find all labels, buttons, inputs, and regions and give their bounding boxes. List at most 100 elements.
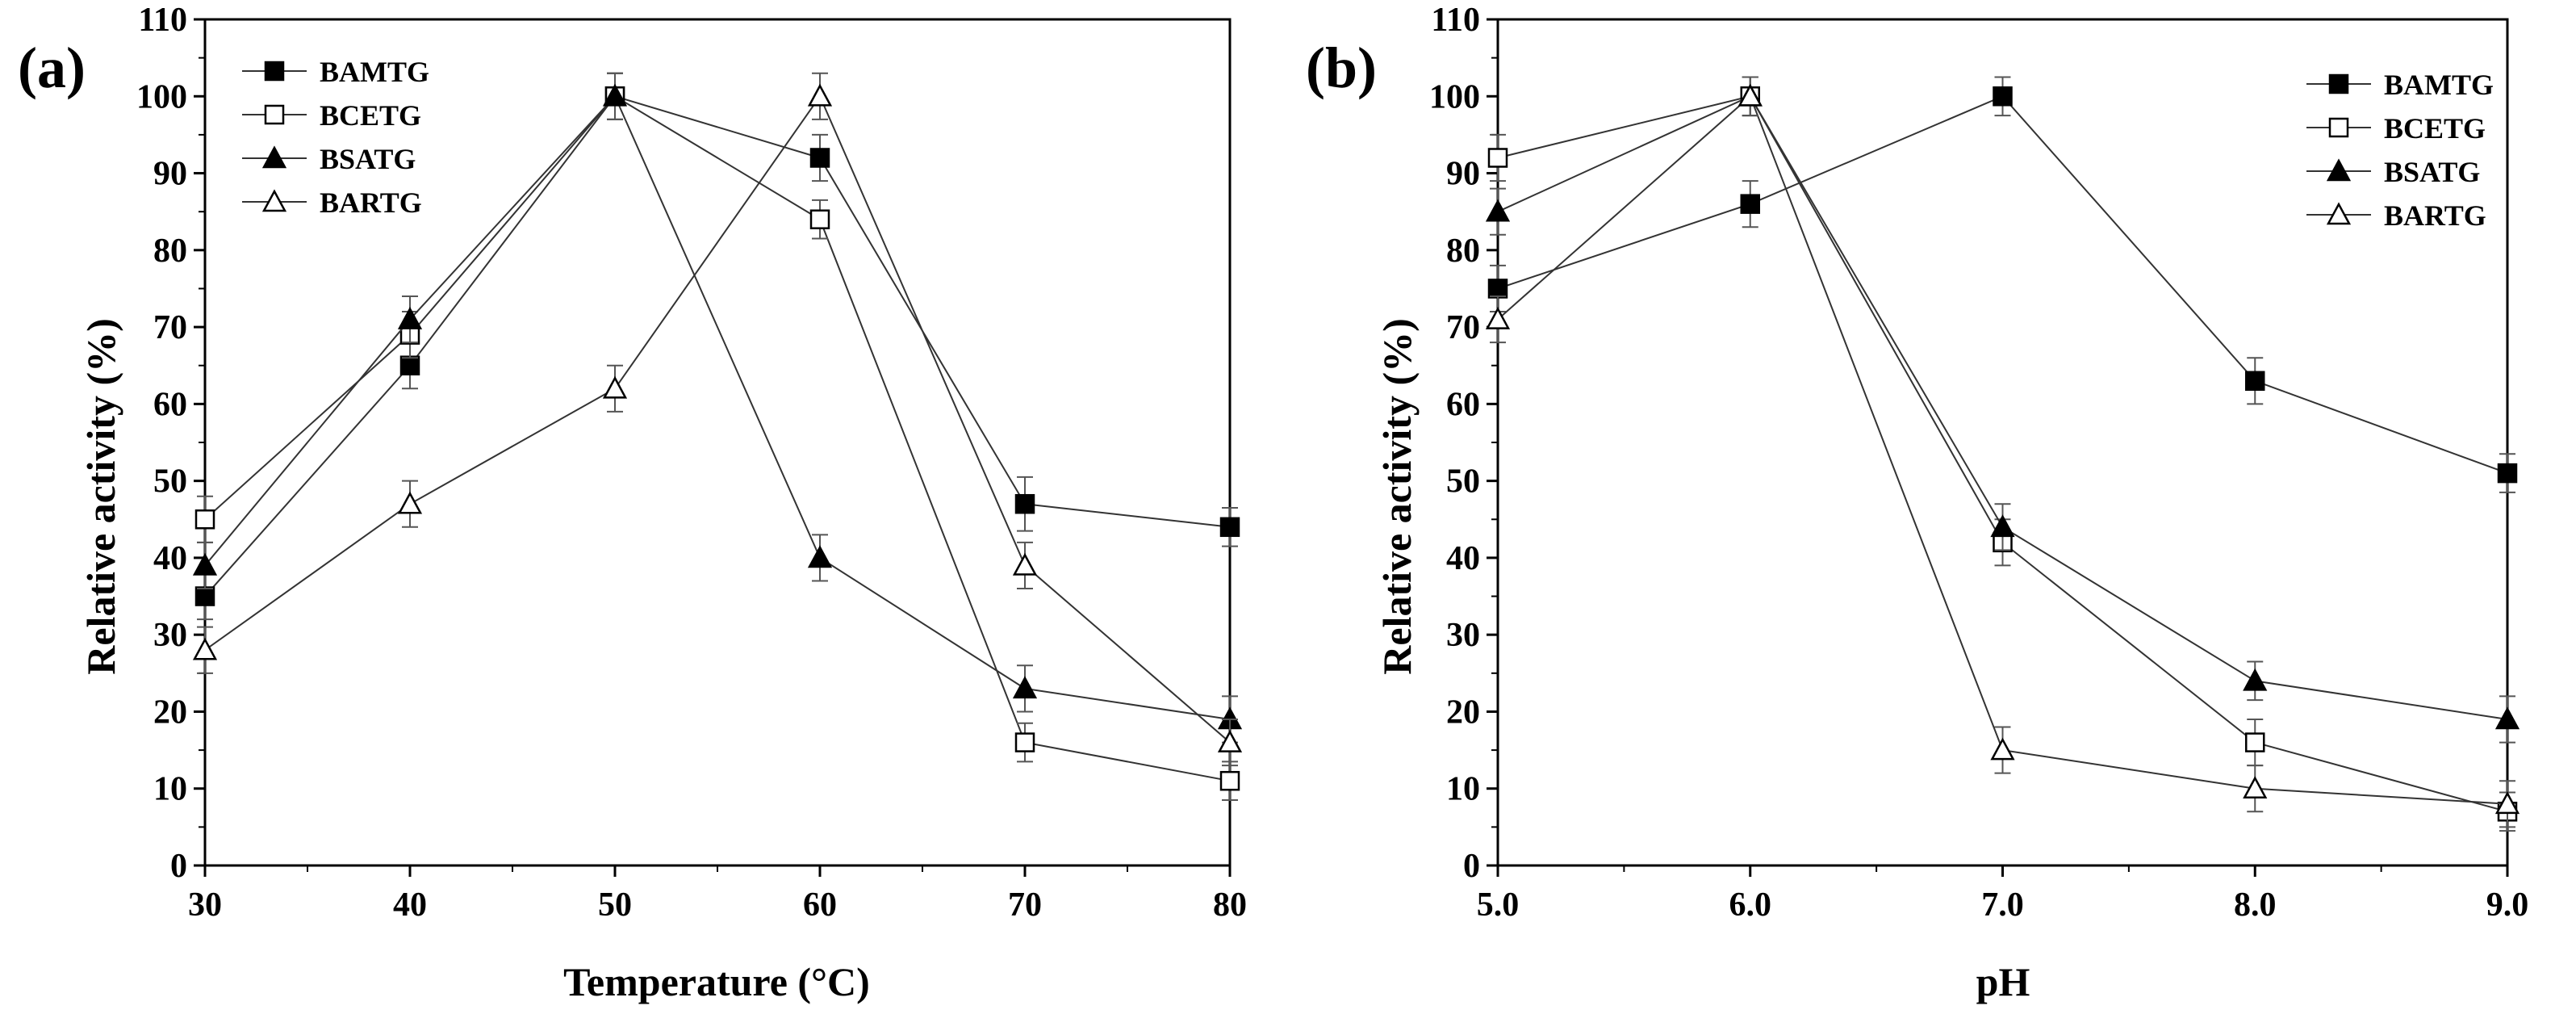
panel-a-label: (a): [18, 36, 86, 100]
x-tick-label: 40: [393, 886, 427, 924]
data-point: [1014, 732, 1035, 752]
panel-a-temperature: (a) Relative activity (%) Temperature (°…: [18, 2, 1247, 1004]
data-point: [602, 83, 628, 107]
legend-marker: [261, 145, 287, 169]
panel-b-x-axis-title: pH: [1976, 959, 2030, 1004]
series-bsatg: [192, 72, 1243, 744]
data-point: [2497, 463, 2518, 484]
legend-item: BSATG: [242, 143, 416, 175]
data-point: [1993, 86, 2013, 107]
data-point: [1217, 729, 1243, 752]
data-point: [397, 491, 423, 514]
series-line: [1497, 95, 2508, 813]
y-tick-label: 100: [1429, 78, 1480, 115]
data-point: [192, 637, 218, 660]
y-tick-label: 0: [1463, 848, 1480, 885]
y-tick-label: 30: [1446, 617, 1480, 654]
series-bamtg: [1487, 76, 2518, 493]
legend-item: BARTG: [2306, 199, 2486, 232]
data-point: [1012, 552, 1038, 576]
y-tick-label: 20: [1446, 694, 1480, 731]
legend: BAMTG BCETG BSATG BARTG: [2306, 69, 2494, 232]
x-tick-label: 6.0: [1729, 886, 1772, 924]
series-line: [204, 94, 1231, 744]
y-tick-label: 70: [153, 309, 187, 346]
data-point: [1219, 517, 1240, 538]
data-point: [397, 306, 423, 329]
data-point: [194, 509, 215, 530]
data-point: [2243, 668, 2268, 691]
data-point: [2245, 371, 2265, 392]
y-tick-label: 90: [153, 156, 187, 193]
panel-a-y-axis-title: Relative activity (%): [78, 318, 123, 675]
data-point: [809, 209, 830, 229]
legend-marker: [264, 104, 285, 125]
series-bcetg: [194, 72, 1240, 802]
legend-marker: [2328, 117, 2349, 138]
data-point: [2494, 706, 2520, 730]
y-tick-label: 30: [153, 617, 187, 654]
data-point: [1485, 306, 1511, 329]
x-tick-label: 9.0: [2486, 886, 2529, 924]
series-line: [1497, 94, 2508, 720]
y-tick-label: 80: [153, 233, 187, 270]
y-tick-label: 20: [153, 694, 187, 731]
legend-item: BSATG: [2306, 156, 2480, 188]
y-tick-label: 0: [170, 848, 187, 885]
legend-item: BCETG: [242, 99, 421, 132]
y-tick-label: 10: [1446, 771, 1480, 808]
y-tick-label: 60: [1446, 386, 1480, 423]
data-point: [194, 586, 215, 606]
legend-label: BARTG: [2384, 199, 2486, 232]
series-bartg: [1485, 76, 2520, 828]
legend-marker: [2326, 158, 2352, 182]
data-point: [1012, 676, 1038, 699]
legend-label: BSATG: [2384, 156, 2480, 188]
data-point: [399, 355, 420, 375]
data-point: [1014, 493, 1035, 514]
legend-marker: [261, 189, 287, 212]
data-point: [1219, 770, 1240, 791]
legend-item: BCETG: [2306, 112, 2486, 145]
x-tick-label: 70: [1008, 886, 1042, 924]
y-tick-label: 80: [1446, 233, 1480, 270]
x-tick-label: 30: [188, 886, 222, 924]
data-point: [2494, 791, 2520, 815]
legend-marker: [264, 61, 285, 82]
y-tick-label: 110: [1431, 2, 1480, 39]
y-tick-label: 100: [136, 78, 187, 115]
data-point: [1740, 194, 1760, 214]
legend-label: BCETG: [320, 99, 421, 132]
y-tick-label: 40: [1446, 540, 1480, 577]
legend-label: BAMTG: [320, 56, 429, 88]
legend-label: BARTG: [320, 186, 422, 219]
panel-b-label: (b): [1306, 36, 1377, 100]
legend-label: BCETG: [2384, 112, 2486, 145]
x-tick-label: 5.0: [1477, 886, 1520, 924]
panel-b-ph: (b) Relative activity (%) pH 0 10 20 30 40 50…: [1306, 2, 2528, 1004]
series-line: [204, 94, 1231, 782]
series-line: [1497, 95, 2508, 475]
x-tick-label: 80: [1213, 886, 1247, 924]
x-tick-label: 50: [598, 886, 632, 924]
data-point: [807, 83, 833, 107]
series-line: [1497, 94, 2508, 805]
series-bartg: [192, 72, 1243, 767]
data-point: [2245, 732, 2265, 752]
legend-marker: [2326, 202, 2352, 225]
series-bsatg: [1485, 76, 2520, 744]
series-line: [204, 95, 1231, 597]
data-point: [1738, 83, 1763, 107]
y-tick-label: 40: [153, 540, 187, 577]
data-point: [1485, 199, 1511, 222]
legend-item: BAMTG: [2306, 69, 2494, 101]
y-tick-label: 90: [1446, 156, 1480, 193]
data-point: [809, 148, 830, 168]
data-point: [1487, 148, 1508, 168]
data-point: [1990, 514, 2015, 538]
y-tick-label: 110: [138, 2, 187, 39]
data-point: [1990, 737, 2015, 761]
y-tick-label: 50: [153, 463, 187, 501]
y-tick-label: 60: [153, 386, 187, 423]
